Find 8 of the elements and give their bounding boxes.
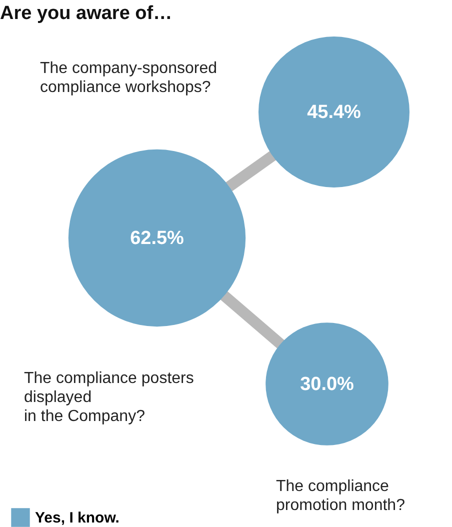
data-label: 45.4% (307, 102, 362, 123)
data-label: 30.0% (300, 374, 354, 395)
data-label: 62.5% (130, 228, 184, 249)
category-label: The compliance posters displayed in the Company? (24, 370, 194, 425)
text: Are you aware of… (0, 3, 172, 24)
category-label: The compliance promotion month? (276, 478, 406, 514)
category-label: The company-sponsored compliance workshops? (40, 60, 217, 96)
legend-label: Yes, I know. (35, 510, 120, 526)
